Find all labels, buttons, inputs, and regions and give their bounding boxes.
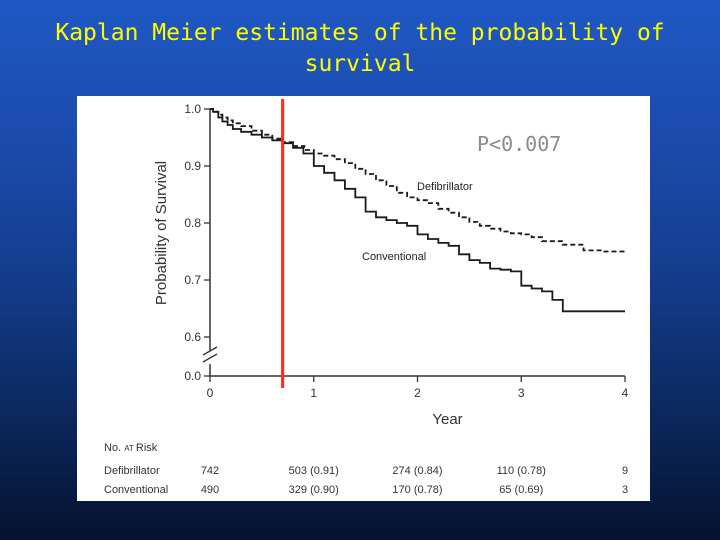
at-risk-cell: 170 (0.78): [392, 484, 442, 496]
at-risk-group-conventional: Conventional: [104, 484, 168, 496]
y-tick-label: 0.8: [184, 216, 201, 230]
y-tick-label: 0.6: [184, 330, 201, 344]
at-risk-cell: 490: [201, 484, 219, 496]
at-risk-cell: 65 (0.69): [499, 484, 543, 496]
y-tick-label: 0.7: [184, 273, 201, 287]
x-tick-label: 3: [518, 386, 525, 400]
series-defibrillator-line: [210, 108, 625, 253]
x-tick-label: 2: [414, 386, 421, 400]
at-risk-cell: 503 (0.91): [289, 465, 339, 477]
y-tick-label: 1.0: [184, 102, 201, 116]
x-axis-title: Year: [432, 411, 462, 428]
at-risk-cell: 110 (0.78): [497, 465, 546, 477]
axis-break-mark: [202, 353, 218, 363]
x-tick-label: 4: [622, 386, 629, 400]
series-conventional-line: [210, 108, 625, 313]
survival-chart: 1.0 0.9 0.8 0.7 0.6 0.0 0 1 2 3 4 Year Probability o…: [77, 96, 650, 501]
y-tick-label: 0.9: [184, 159, 201, 173]
slide-title: Kaplan Meier estimates of the probabilit…: [55, 20, 665, 77]
x-tick-label: 1: [310, 386, 317, 400]
y-tick-label: 0.0: [184, 369, 201, 383]
at-risk-cell: 742: [201, 465, 219, 477]
chart-canvas: 1.0 0.9 0.8 0.7 0.6 0.0 0 1 2 3 4 Year Probability o…: [104, 99, 629, 496]
series-label-defibrillator: Defibrillator: [417, 181, 473, 193]
at-risk-cell: 274 (0.84): [392, 465, 442, 477]
y-axis-title: Probability of Survival: [153, 161, 170, 305]
at-risk-header: No. AT Risk: [104, 442, 158, 454]
x-tick-label: 0: [207, 386, 214, 400]
at-risk-cell: 329 (0.90): [289, 484, 339, 496]
at-risk-cell: 9: [622, 465, 628, 477]
axis-break-mark: [202, 346, 218, 356]
series-label-conventional: Conventional: [362, 251, 426, 263]
p-value-label: P<0.007: [477, 132, 561, 156]
at-risk-cell: 3: [622, 484, 628, 496]
at-risk-group-defibrillator: Defibrillator: [104, 465, 160, 477]
